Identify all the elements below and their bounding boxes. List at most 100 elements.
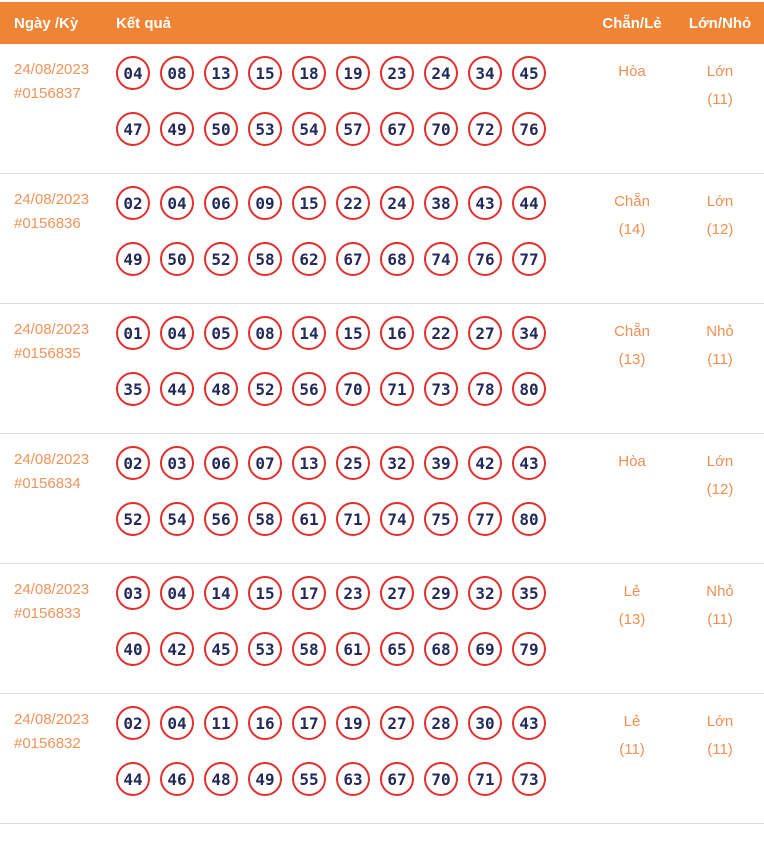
number-ball: 07	[248, 446, 282, 480]
big-small-cell: Lớn (12)	[682, 446, 758, 536]
ball-line-1: 02 04 11 16 17 19 27 28 30 43	[116, 706, 582, 740]
number-ball: 05	[204, 316, 238, 350]
number-ball: 50	[160, 242, 194, 276]
number-ball: 04	[160, 316, 194, 350]
number-ball: 70	[424, 762, 458, 796]
number-ball: 22	[336, 186, 370, 220]
big-small-count: (11)	[707, 741, 733, 758]
result-row: 24/08/2023 #0156836 02 04 06 09 15 22 24 38 43 44…	[0, 174, 764, 304]
result-row: 24/08/2023 #0156832 02 04 11 16 17 19 27 28 30 43…	[0, 694, 764, 824]
even-odd-value: Hòa	[618, 63, 646, 80]
even-odd-cell: Hòa	[582, 446, 682, 536]
ball-line-1: 02 03 06 07 13 25 32 39 42 43	[116, 446, 582, 480]
number-ball: 27	[380, 706, 414, 740]
number-ball: 17	[292, 576, 326, 610]
number-ball: 44	[160, 372, 194, 406]
draw-numbers: 02 03 06 07 13 25 32 39 42 43 52 54 56 58 61 71 74 75 77 8…	[116, 446, 582, 536]
big-small-count: (12)	[706, 481, 734, 498]
number-ball: 27	[468, 316, 502, 350]
number-ball: 79	[512, 632, 546, 666]
number-ball: 70	[424, 112, 458, 146]
number-ball: 67	[380, 112, 414, 146]
number-ball: 39	[424, 446, 458, 480]
draw-id: #0156836	[14, 215, 81, 232]
number-ball: 11	[204, 706, 238, 740]
number-ball: 22	[424, 316, 458, 350]
number-ball: 13	[204, 56, 238, 90]
draw-date-cell: 24/08/2023 #0156835	[0, 316, 116, 406]
big-small-count: (11)	[707, 91, 733, 108]
number-ball: 68	[380, 242, 414, 276]
ball-line-1: 01 04 05 08 14 15 16 22 27 34	[116, 316, 582, 350]
number-ball: 61	[336, 632, 370, 666]
number-ball: 52	[248, 372, 282, 406]
draw-id: #0156835	[14, 345, 81, 362]
number-ball: 15	[248, 56, 282, 90]
draw-date-cell: 24/08/2023 #0156834	[0, 446, 116, 536]
number-ball: 38	[424, 186, 458, 220]
number-ball: 08	[248, 316, 282, 350]
even-odd-count: (13)	[618, 611, 646, 628]
ball-line-2: 47 49 50 53 54 57 67 70 72 76	[116, 112, 582, 146]
number-ball: 32	[468, 576, 502, 610]
draw-date-cell: 24/08/2023 #0156836	[0, 186, 116, 276]
big-small-value: Lớn	[706, 453, 734, 470]
number-ball: 43	[512, 446, 546, 480]
even-odd-count: (14)	[618, 221, 646, 238]
number-ball: 48	[204, 372, 238, 406]
number-ball: 80	[512, 372, 546, 406]
number-ball: 14	[204, 576, 238, 610]
table-header: Ngày /Kỳ Kết quả Chẵn/Lẻ Lớn/Nhỏ	[0, 2, 764, 44]
number-ball: 43	[512, 706, 546, 740]
big-small-value: Nhỏ	[706, 323, 734, 340]
number-ball: 13	[292, 446, 326, 480]
number-ball: 56	[292, 372, 326, 406]
number-ball: 76	[512, 112, 546, 146]
big-small-cell: Nhỏ (11)	[682, 576, 758, 666]
ball-line-2: 44 46 48 49 55 63 67 70 71 73	[116, 762, 582, 796]
number-ball: 16	[380, 316, 414, 350]
number-ball: 77	[468, 502, 502, 536]
ball-line-1: 02 04 06 09 15 22 24 38 43 44	[116, 186, 582, 220]
draw-date: 24/08/2023	[14, 711, 90, 728]
number-ball: 63	[336, 762, 370, 796]
number-ball: 57	[336, 112, 370, 146]
number-ball: 67	[380, 762, 414, 796]
number-ball: 73	[512, 762, 546, 796]
draw-date-cell: 24/08/2023 #0156837	[0, 56, 116, 146]
result-row: 24/08/2023 #0156837 04 08 13 15 18 19 23 24 34 45…	[0, 44, 764, 174]
big-small-value: Lớn	[706, 63, 734, 80]
number-ball: 35	[512, 576, 546, 610]
draw-numbers: 02 04 06 09 15 22 24 38 43 44 49 50 52 58 62 67 68 74 76 7…	[116, 186, 582, 276]
draw-date: 24/08/2023	[14, 61, 90, 78]
number-ball: 42	[160, 632, 194, 666]
number-ball: 45	[204, 632, 238, 666]
number-ball: 34	[468, 56, 502, 90]
number-ball: 71	[336, 502, 370, 536]
number-ball: 06	[204, 186, 238, 220]
number-ball: 62	[292, 242, 326, 276]
lottery-results-table: Ngày /Kỳ Kết quả Chẵn/Lẻ Lớn/Nhỏ 24/08/2…	[0, 2, 764, 824]
even-odd-cell: Hòa	[582, 56, 682, 146]
number-ball: 35	[116, 372, 150, 406]
even-odd-count: (13)	[618, 351, 646, 368]
number-ball: 47	[116, 112, 150, 146]
column-header-big-small: Lớn/Nhỏ	[688, 14, 752, 32]
draw-date-cell: 24/08/2023 #0156833	[0, 576, 116, 666]
number-ball: 04	[160, 576, 194, 610]
number-ball: 28	[424, 706, 458, 740]
number-ball: 04	[160, 706, 194, 740]
result-row: 24/08/2023 #0156834 02 03 06 07 13 25 32 39 42 43…	[0, 434, 764, 564]
number-ball: 03	[160, 446, 194, 480]
even-odd-cell: Lẻ (13)	[582, 576, 682, 666]
number-ball: 73	[424, 372, 458, 406]
ball-line-1: 04 08 13 15 18 19 23 24 34 45	[116, 56, 582, 90]
draw-numbers: 01 04 05 08 14 15 16 22 27 34 35 44 48 52 56 70 71 73 78 8…	[116, 316, 582, 406]
number-ball: 23	[380, 56, 414, 90]
big-small-count: (12)	[706, 221, 734, 238]
even-odd-value: Chẵn	[614, 323, 650, 340]
ball-line-2: 52 54 56 58 61 71 74 75 77 80	[116, 502, 582, 536]
ball-line-1: 03 04 14 15 17 23 27 29 32 35	[116, 576, 582, 610]
number-ball: 44	[512, 186, 546, 220]
draw-id: #0156833	[14, 605, 81, 622]
